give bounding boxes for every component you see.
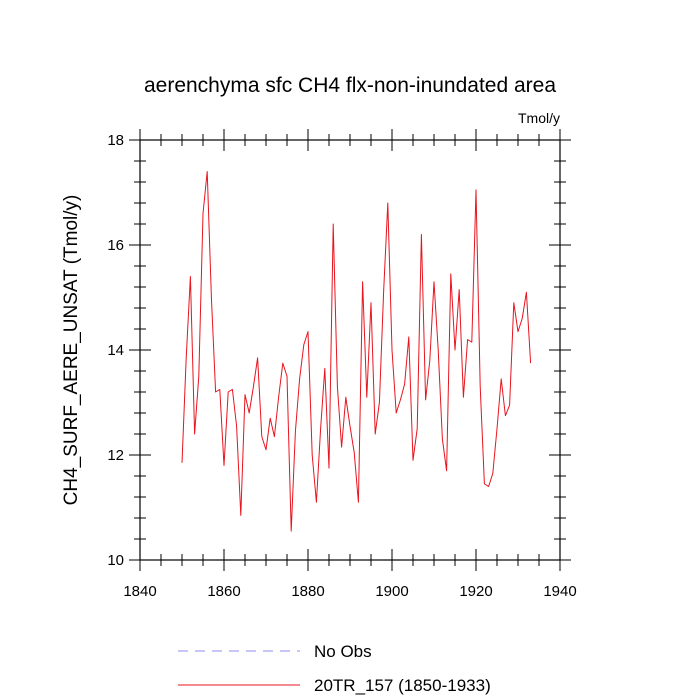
legend-label: No Obs (314, 642, 372, 661)
x-tick-label: 1840 (123, 583, 156, 600)
y-tick-label: 16 (107, 237, 124, 254)
chart-title: aerenchyma sfc CH4 flx-non-inundated are… (144, 74, 556, 97)
x-tick-label: 1860 (207, 583, 240, 600)
plot-frame (139, 139, 561, 561)
y-tick-label: 10 (107, 552, 124, 569)
x-tick-label: 1920 (459, 583, 492, 600)
legend-label: 20TR_157 (1850-1933) (314, 676, 491, 695)
x-tick-label: 1900 (375, 583, 408, 600)
axis-ticks (129, 129, 571, 571)
units-label: Tmol/y (518, 110, 560, 126)
tick-labels: 1840 1860 1880 1900 1920 1940 10 12 14 16 18 (107, 132, 576, 600)
legend: No Obs 20TR_157 (1850-1933) (178, 642, 491, 695)
y-tick-label: 12 (107, 447, 124, 464)
series-line (181, 171, 532, 532)
y-tick-label: 14 (107, 342, 124, 359)
y-axis-label: CH4_SURF_AERE_UNSAT (Tmol/y) (61, 195, 82, 506)
x-tick-label: 1880 (291, 583, 324, 600)
x-tick-label: 1940 (543, 583, 576, 600)
y-tick-label: 18 (107, 132, 124, 149)
series-layer (181, 171, 532, 532)
